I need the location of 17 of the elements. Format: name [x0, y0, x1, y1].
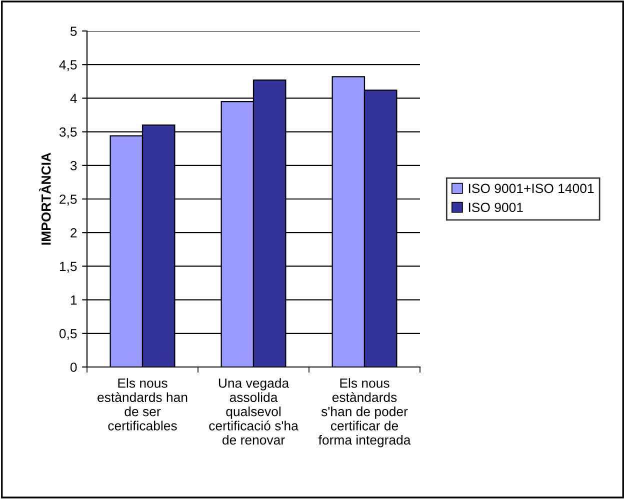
- y-axis-title: IMPORTÀNCIA: [38, 152, 51, 245]
- y-tick-label: 3,5: [59, 127, 77, 138]
- y-tick-label: 2,5: [60, 194, 77, 206]
- y-tick-label: 0,5: [59, 328, 77, 340]
- y-tick-label: 5: [70, 26, 77, 36]
- y-tick-label: 4,5: [59, 60, 77, 72]
- legend-label: ISO 9001+ISO 14001: [468, 184, 594, 194]
- y-tick-label: 0: [70, 362, 77, 372]
- x-tick-label: Una vegada assolida qualsevol certificació s'ha de renovar: [209, 378, 298, 445]
- x-tick-label: Els nous estàndards s'han de poder certificar de forma integrada: [318, 378, 411, 448]
- y-tick-label: 3: [70, 160, 77, 170]
- y-tick-label: 1,5: [60, 262, 77, 273]
- y-tick-label: 2: [70, 228, 77, 238]
- legend-label: ISO 9001: [468, 202, 523, 212]
- y-tick-label: 1: [70, 296, 77, 305]
- x-tick-label: Els nous estàndards han de ser certificables: [98, 378, 188, 430]
- y-tick-label: 4: [70, 94, 77, 103]
